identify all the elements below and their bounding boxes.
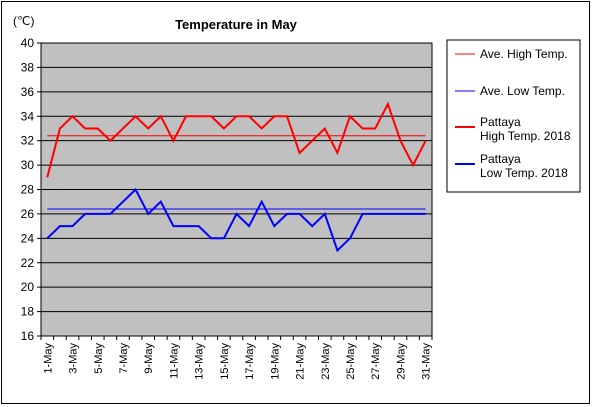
y-tick-label: 26 [21,207,35,221]
y-tick-label: 24 [21,231,35,245]
y-tick-label: 22 [21,256,35,270]
legend-label: High Temp. 2018 [480,129,571,143]
y-tick-label: 40 [21,36,35,50]
x-tick-label: 7-May [118,343,130,374]
y-tick-label: 36 [21,85,35,99]
y-tick-label: 16 [21,329,35,343]
y-tick-label: 34 [21,109,35,123]
chart-title: Temperature in May [175,17,298,32]
legend-label: Ave. High Temp. [480,47,568,61]
x-tick-label: 5-May [93,343,105,374]
legend: Ave. High Temp.Ave. Low Temp.PattayaHigh… [455,47,571,180]
legend-label: Pattaya [480,115,521,129]
x-tick-label: 29-May [395,343,407,380]
y-tick-label: 20 [21,280,35,294]
x-tick-label: 13-May [194,343,206,380]
x-tick-label: 19-May [269,343,281,380]
series-lines [46,101,427,253]
y-tick-label: 18 [21,305,35,319]
x-tick-label: 11-May [168,343,180,379]
y-tick-label: 30 [21,158,35,172]
x-tick-label: 3-May [68,343,80,374]
y-axis-ticks: 16 18 20 22 24 26 28 30 32 34 36 38 40 [21,36,41,343]
unit-label: (℃) [13,14,34,28]
legend-box [446,39,581,193]
x-tick-label: 23-May [320,343,332,380]
x-tick-label: 1-May [42,343,54,374]
legend-label: Pattaya [480,152,521,166]
x-tick-label: 15-May [219,343,231,380]
series-line-2 [46,101,427,178]
series-line-3 [46,187,426,253]
legend-label: Ave. Low Temp. [480,84,565,98]
x-tick-label: 31-May [421,343,433,380]
legend-label: Low Temp. 2018 [480,166,568,180]
x-axis-ticks: 1-May 3-May 5-May 7-May 9-May 11-May 13-May 15-… [40,336,433,380]
y-tick-label: 28 [21,183,35,197]
x-tick-label: 21-May [295,343,307,380]
x-tick-label: 17-May [244,343,256,380]
x-tick-label: 9-May [143,343,155,374]
y-tick-label: 32 [21,134,35,148]
y-tick-label: 38 [21,60,35,74]
x-tick-label: 27-May [370,343,382,380]
x-tick-label: 25-May [345,343,357,380]
